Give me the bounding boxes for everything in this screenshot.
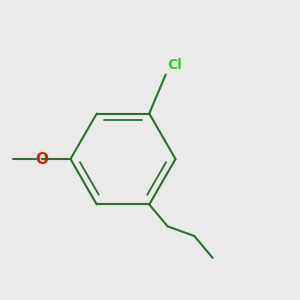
Text: Cl: Cl xyxy=(167,58,182,72)
Text: O: O xyxy=(35,152,49,166)
